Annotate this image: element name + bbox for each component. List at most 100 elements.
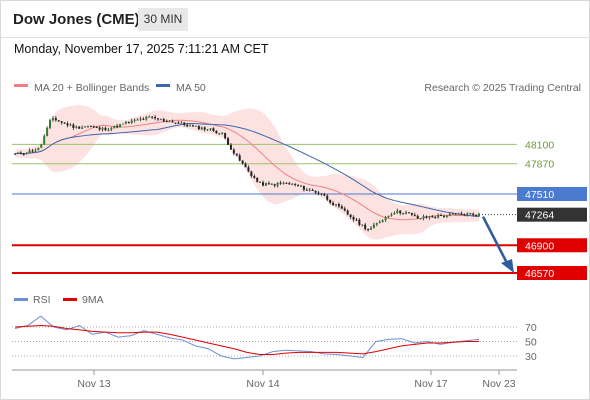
candle-body (250, 171, 253, 177)
candle-body (22, 153, 25, 155)
header-bar: Dow Jones (CME) 30 MIN (1, 1, 589, 38)
candle-body (259, 181, 262, 183)
candle-body (51, 118, 54, 121)
level-tag-47264 (517, 207, 587, 222)
candle-body (229, 144, 232, 150)
candle-body (49, 120, 52, 128)
candle-body (264, 183, 267, 186)
candle-body (142, 118, 145, 120)
rsi-tick-50: 50 (525, 337, 537, 349)
candle-body (270, 183, 273, 185)
candle-body (238, 155, 241, 161)
level-label-47510: 47510 (525, 189, 554, 201)
timeframe-button[interactable]: 30 MIN (138, 8, 188, 31)
candle-body (116, 125, 119, 128)
candle-body (145, 116, 148, 120)
candle-body (370, 228, 373, 230)
candle-body (469, 213, 472, 215)
candle-body (288, 183, 291, 185)
candle-body (221, 133, 224, 135)
candle-body (320, 193, 323, 195)
candle-body (235, 153, 238, 156)
rsi-legend-swatch (14, 298, 28, 301)
ma20-line (14, 119, 480, 221)
candle-body (60, 121, 63, 123)
candle-body (162, 119, 165, 122)
candle-body (227, 138, 230, 145)
candle-body (98, 127, 101, 130)
candle-body (200, 127, 203, 130)
candle-body (454, 213, 457, 215)
candle-body (399, 210, 402, 214)
candle-body (413, 214, 416, 216)
candle-body (86, 125, 89, 127)
candle-body (194, 125, 197, 127)
candle-body (355, 219, 358, 221)
candle-body (189, 125, 192, 127)
candle-body (224, 133, 227, 139)
candle-body (156, 118, 159, 120)
candle-body (168, 121, 171, 123)
candle-body (37, 147, 40, 151)
candle-body (440, 215, 443, 217)
candle-body (133, 119, 136, 121)
candle-body (396, 210, 399, 213)
candle-body (174, 122, 177, 124)
candle-body (478, 213, 480, 216)
candle-body (375, 222, 378, 225)
candle-body (206, 129, 209, 131)
candle-body (299, 185, 302, 187)
candle-body (267, 183, 270, 185)
level-tag-46570 (517, 266, 587, 280)
candle-body (92, 126, 95, 128)
rsi-line (14, 315, 480, 360)
datetime-label: Monday, November 17, 2025 7:11:21 AM CET (14, 42, 269, 56)
candle-body (434, 217, 437, 219)
candle-body (317, 192, 320, 194)
level-tag-47510 (517, 187, 587, 201)
x-tick-label: Nov 17 (414, 378, 447, 390)
candle-body (136, 119, 139, 121)
candle-body (460, 213, 463, 215)
candle-body (349, 214, 352, 218)
candle-body (466, 213, 469, 216)
candle-body (253, 176, 256, 178)
candle-body (127, 121, 130, 123)
candle-body (19, 152, 22, 154)
candle-body (378, 221, 381, 223)
candle-body (343, 208, 346, 211)
candle-body (326, 195, 329, 200)
candle-body (165, 121, 168, 123)
candle-body (192, 125, 195, 127)
candle-body (393, 212, 396, 215)
candle-body (121, 123, 124, 125)
candle-body (332, 202, 335, 206)
candle-body (279, 182, 282, 184)
candle-body (171, 121, 174, 123)
candle-body (431, 216, 434, 218)
candle-body (402, 213, 405, 215)
candle-body (40, 144, 43, 148)
candle-body (28, 150, 31, 154)
candle-body (337, 204, 340, 207)
candle-body (180, 122, 183, 124)
candle-body (367, 229, 370, 231)
candle-body (25, 153, 28, 155)
candle-body (308, 189, 311, 191)
rsi-ma-line (14, 325, 479, 356)
candle-body (364, 224, 367, 230)
candle-body (276, 182, 279, 186)
candle-body (209, 128, 212, 130)
ma50-line (14, 122, 480, 217)
candle-body (183, 122, 186, 125)
candle-body (212, 128, 215, 132)
candle-body (186, 124, 189, 127)
candle-body (437, 215, 440, 218)
candle-body (323, 194, 326, 196)
candle-body (358, 219, 361, 225)
candle-body (46, 127, 49, 137)
level-tag-46900 (517, 238, 587, 253)
candle-body (405, 212, 408, 214)
candle-body (101, 127, 104, 130)
